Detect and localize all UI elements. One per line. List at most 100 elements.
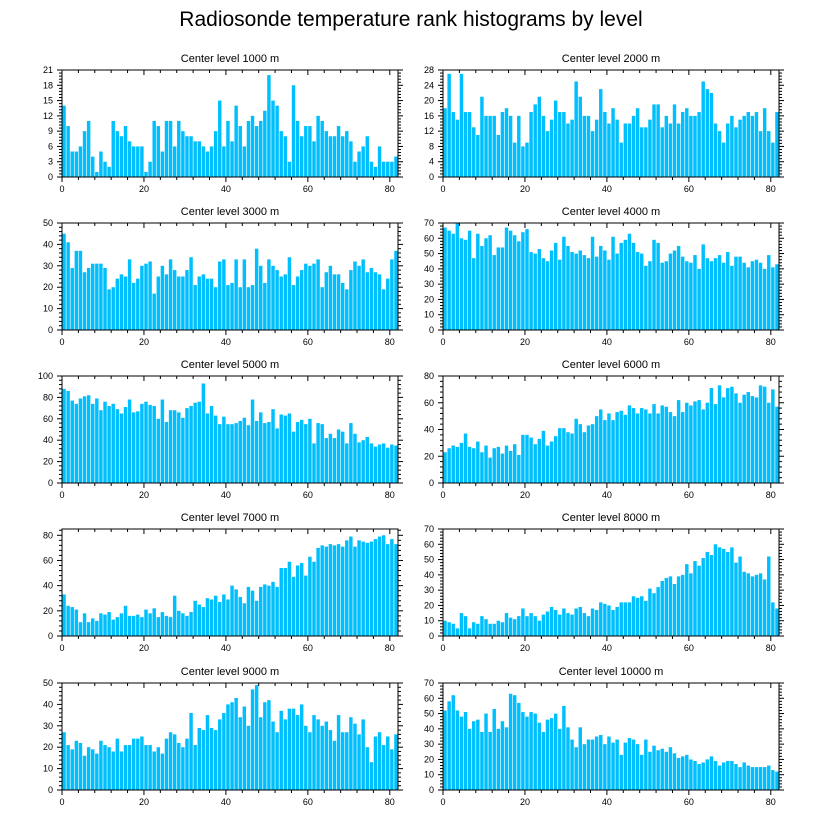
- histogram-bar: [226, 599, 230, 636]
- y-tick-label: 20: [43, 282, 53, 292]
- histogram-bar: [754, 767, 759, 790]
- histogram-bar: [599, 602, 603, 636]
- histogram-bar: [562, 112, 566, 177]
- histogram-bar: [713, 760, 718, 790]
- histogram-bar: [742, 571, 746, 636]
- histogram-bar: [377, 536, 382, 636]
- histogram-bar: [91, 749, 95, 790]
- histogram-bar: [189, 712, 193, 790]
- histogram-bar: [635, 252, 640, 330]
- histogram-bar: [316, 259, 320, 330]
- histogram-bar: [521, 434, 525, 483]
- histogram-bar: [508, 230, 513, 330]
- plot-frame: [442, 222, 780, 331]
- histogram-bar: [746, 112, 750, 177]
- histogram-bar: [586, 115, 591, 177]
- histogram-bar: [762, 268, 767, 330]
- histogram-bar: [574, 608, 578, 636]
- histogram-bar: [381, 535, 386, 636]
- y-tick-label: 40: [43, 581, 53, 591]
- histogram-bar: [86, 120, 91, 177]
- histogram-bar: [246, 586, 251, 636]
- histogram-bar: [189, 257, 193, 330]
- histogram-bar: [230, 141, 234, 177]
- histogram-bar: [357, 442, 361, 483]
- histogram-bar: [521, 146, 525, 177]
- histogram-bar: [164, 274, 169, 330]
- histogram-bar: [107, 166, 111, 177]
- histogram-bar: [525, 142, 529, 177]
- histogram-bar: [86, 267, 91, 330]
- histogram-bar: [250, 689, 255, 790]
- histogram-bar: [459, 716, 464, 790]
- histogram-bar: [717, 765, 722, 790]
- histogram-bar: [623, 602, 628, 636]
- histogram-bar: [259, 412, 263, 483]
- histogram-bar: [336, 715, 341, 790]
- x-tick-label: 80: [766, 184, 776, 194]
- histogram-bar: [533, 713, 537, 790]
- y-tick-label: 80: [424, 371, 434, 381]
- histogram-bar: [226, 424, 230, 483]
- histogram-bar: [545, 611, 550, 636]
- histogram-bar: [279, 131, 283, 177]
- y-tick-label: 70: [424, 218, 434, 228]
- histogram-bar: [119, 136, 124, 177]
- histogram-bar: [467, 112, 472, 177]
- histogram-bar: [697, 112, 701, 177]
- histogram-bar: [726, 388, 730, 483]
- histogram-bar: [299, 704, 304, 790]
- histogram-bar: [62, 732, 66, 790]
- histogram-bar: [377, 444, 382, 483]
- y-tick-label: 70: [424, 678, 434, 688]
- histogram-bar: [492, 448, 496, 483]
- histogram-bar: [459, 442, 464, 483]
- histogram-bar: [762, 108, 767, 177]
- histogram-bar: [394, 250, 398, 330]
- x-tick-label: 40: [221, 797, 231, 807]
- histogram-bar: [640, 408, 644, 483]
- y-tick-label: 16: [424, 111, 434, 121]
- histogram-bar: [644, 739, 648, 790]
- histogram-bar: [648, 261, 652, 330]
- histogram-bar: [734, 562, 738, 636]
- histogram-bar: [590, 739, 595, 790]
- histogram-bar: [62, 233, 66, 330]
- histogram-bar: [181, 131, 185, 177]
- histogram-bar: [672, 104, 677, 177]
- histogram-bar: [680, 412, 685, 483]
- y-tick-label: 60: [43, 414, 53, 424]
- histogram-bar: [746, 573, 750, 636]
- histogram-bar: [177, 742, 181, 790]
- histogram-bar: [115, 738, 120, 790]
- histogram-bar: [631, 596, 636, 636]
- histogram-bar: [238, 126, 242, 177]
- y-tick-label: 6: [48, 141, 53, 151]
- histogram-bar: [599, 734, 603, 790]
- histogram-bar: [611, 108, 615, 177]
- histogram-bar: [279, 276, 283, 330]
- histogram-bar: [574, 81, 578, 177]
- histogram-bar: [136, 614, 140, 636]
- histogram-bar: [267, 259, 271, 330]
- histogram-bar: [144, 745, 148, 790]
- histogram-bar: [123, 605, 128, 636]
- histogram-bar: [623, 742, 628, 790]
- histogram-bar: [127, 615, 132, 636]
- histogram-bar: [590, 608, 595, 636]
- histogram-bar: [336, 274, 341, 330]
- histogram-bar: [70, 607, 74, 636]
- histogram-bar: [361, 440, 365, 483]
- histogram-bar: [648, 413, 652, 483]
- histogram-bar: [517, 454, 521, 483]
- histogram-bar: [578, 424, 582, 483]
- histogram-bar: [95, 753, 99, 790]
- histogram-bar: [660, 748, 664, 790]
- histogram-bar: [373, 272, 378, 330]
- y-tick-label: 0: [48, 785, 53, 795]
- histogram-bar: [99, 151, 103, 177]
- histogram-bar: [656, 587, 660, 636]
- histogram-bar: [131, 615, 136, 636]
- histogram-bar: [160, 399, 165, 483]
- y-tick-label: 28: [424, 65, 434, 75]
